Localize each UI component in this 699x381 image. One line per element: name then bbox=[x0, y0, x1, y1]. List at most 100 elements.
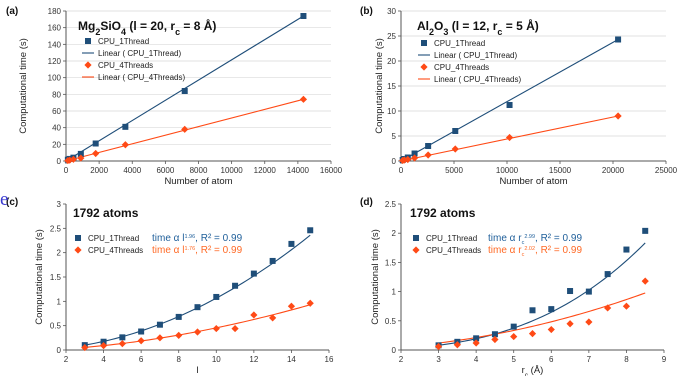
y-tick-label: 160 bbox=[48, 24, 62, 33]
panel-c: 0 0.5 1 1.5 2 2.5 3 2 4 6 8 10 12 14 16 l Computational … bbox=[6, 197, 334, 376]
data-point-4threads bbox=[604, 304, 612, 312]
x-tick-label: 14000 bbox=[287, 166, 310, 175]
y-tick-label: 0 bbox=[57, 157, 62, 166]
data-point-4threads bbox=[287, 302, 296, 310]
x-tick-label: 7 bbox=[587, 355, 592, 364]
legend-marker bbox=[412, 246, 420, 254]
data-point-4threads bbox=[472, 339, 480, 347]
legend-entry: Linear ( CPU_1Thread) bbox=[98, 49, 181, 58]
y-tick-label: 1 bbox=[57, 297, 62, 306]
x-tick-label: 16000 bbox=[320, 166, 343, 175]
legend-entry: CPU_1Thread bbox=[426, 234, 477, 243]
y-tick-label: 15 bbox=[387, 82, 396, 91]
data-point-1thread bbox=[604, 271, 611, 278]
y-tick-label: 1 bbox=[392, 288, 397, 297]
y-tick-label: 30 bbox=[387, 7, 396, 16]
y-tick-label: 120 bbox=[48, 57, 62, 66]
x-tick-label: 9 bbox=[662, 355, 667, 364]
x-tick-label: 14 bbox=[287, 355, 296, 364]
data-point-4threads bbox=[250, 311, 258, 319]
y-tick-label: 0 bbox=[57, 346, 62, 355]
data-point-1thread bbox=[194, 304, 201, 311]
data-point-4threads bbox=[547, 325, 555, 334]
trend-curve bbox=[438, 292, 646, 344]
data-point-1thread bbox=[491, 331, 498, 338]
y-tick-label: 2 bbox=[57, 249, 62, 258]
data-point-4threads bbox=[622, 302, 631, 310]
y-axis-label: Computational time (s) bbox=[18, 38, 29, 134]
data-point-1thread bbox=[122, 123, 129, 130]
legend-entry: CPU_1Thread bbox=[98, 37, 149, 46]
stray-glyph: e bbox=[0, 189, 8, 210]
data-point-4threads bbox=[453, 341, 461, 349]
y-tick-label: 0 bbox=[392, 157, 397, 166]
data-point-4threads bbox=[69, 155, 78, 163]
data-point-4threads bbox=[585, 318, 593, 326]
x-tick-label: 20000 bbox=[602, 166, 625, 175]
data-point-1thread bbox=[615, 36, 622, 43]
legend-entry: CPU_4Threads bbox=[88, 246, 143, 255]
x-axis-label: Number of atom bbox=[499, 176, 567, 187]
data-point-1thread bbox=[425, 143, 432, 149]
x-tick-label: 15000 bbox=[549, 166, 572, 175]
x-tick-label: 2 bbox=[399, 355, 404, 364]
legend-marker bbox=[75, 235, 81, 241]
x-tick-label: 8 bbox=[176, 355, 181, 364]
y-tick-label: 140 bbox=[48, 40, 62, 49]
data-point-1thread bbox=[567, 288, 574, 295]
y-tick-label: 20 bbox=[387, 57, 396, 66]
data-point-4threads bbox=[121, 141, 129, 149]
data-point-4threads bbox=[175, 331, 183, 339]
legend-entry: CPU_4Threads bbox=[434, 63, 489, 72]
x-tick-label: 5000 bbox=[445, 166, 463, 175]
data-point-4threads bbox=[306, 299, 314, 307]
y-tick-label: 2 bbox=[392, 229, 397, 238]
panel-label: (b) bbox=[360, 6, 373, 17]
data-point-4threads bbox=[505, 133, 514, 142]
x-axis-label: rc (Å) bbox=[522, 365, 544, 376]
legend-entry: CPU_4Threads bbox=[98, 61, 153, 70]
data-point-4threads bbox=[510, 332, 518, 341]
y-tick-label: 0.5 bbox=[385, 317, 397, 326]
data-point-4threads bbox=[137, 337, 145, 345]
data-point-1thread bbox=[138, 328, 145, 335]
x-axis-label: l bbox=[196, 365, 198, 376]
data-point-1thread bbox=[232, 282, 239, 289]
x-tick-label: 10000 bbox=[496, 166, 519, 175]
data-point-1thread bbox=[307, 227, 314, 234]
x-tick-label: 25000 bbox=[655, 166, 678, 175]
data-point-4threads bbox=[614, 112, 622, 120]
x-tick-label: 10000 bbox=[221, 166, 244, 175]
legend-entry: Linear ( CPU_1Thread) bbox=[434, 51, 517, 60]
data-point-4threads bbox=[81, 343, 89, 352]
data-point-4threads bbox=[641, 277, 649, 285]
y-tick-label: 1.5 bbox=[385, 258, 397, 267]
x-tick-label: 3 bbox=[436, 355, 441, 364]
legend-entry: CPU_4Threads bbox=[426, 246, 481, 255]
data-point-4threads bbox=[400, 156, 408, 164]
y-axis-label: Computational time (s) bbox=[374, 38, 385, 134]
data-point-1thread bbox=[623, 246, 630, 253]
y-tick-label: 0 bbox=[392, 346, 397, 355]
legend-marker bbox=[421, 40, 427, 46]
x-tick-label: 10 bbox=[212, 355, 221, 364]
panel-label: (c) bbox=[6, 197, 18, 208]
legend-entry: Linear ( CPU_4Threads) bbox=[98, 73, 185, 82]
data-point-4threads bbox=[193, 328, 202, 336]
legend-marker bbox=[413, 235, 419, 241]
data-point-1thread bbox=[452, 128, 459, 134]
legend-marker bbox=[74, 246, 82, 254]
x-tick-label: 12 bbox=[249, 355, 258, 364]
data-point-1thread bbox=[300, 13, 307, 19]
x-tick-label: 6000 bbox=[156, 166, 174, 175]
data-point-1thread bbox=[269, 257, 276, 264]
legend-marker bbox=[420, 63, 428, 71]
data-point-4threads bbox=[410, 154, 419, 162]
data-point-4threads bbox=[99, 342, 108, 350]
x-tick-label: 4 bbox=[474, 355, 479, 364]
data-point-1thread bbox=[181, 88, 188, 94]
panel-label: (a) bbox=[6, 6, 18, 17]
data-point-4threads bbox=[212, 324, 220, 333]
data-point-4threads bbox=[156, 334, 164, 342]
data-point-1thread bbox=[510, 323, 517, 330]
